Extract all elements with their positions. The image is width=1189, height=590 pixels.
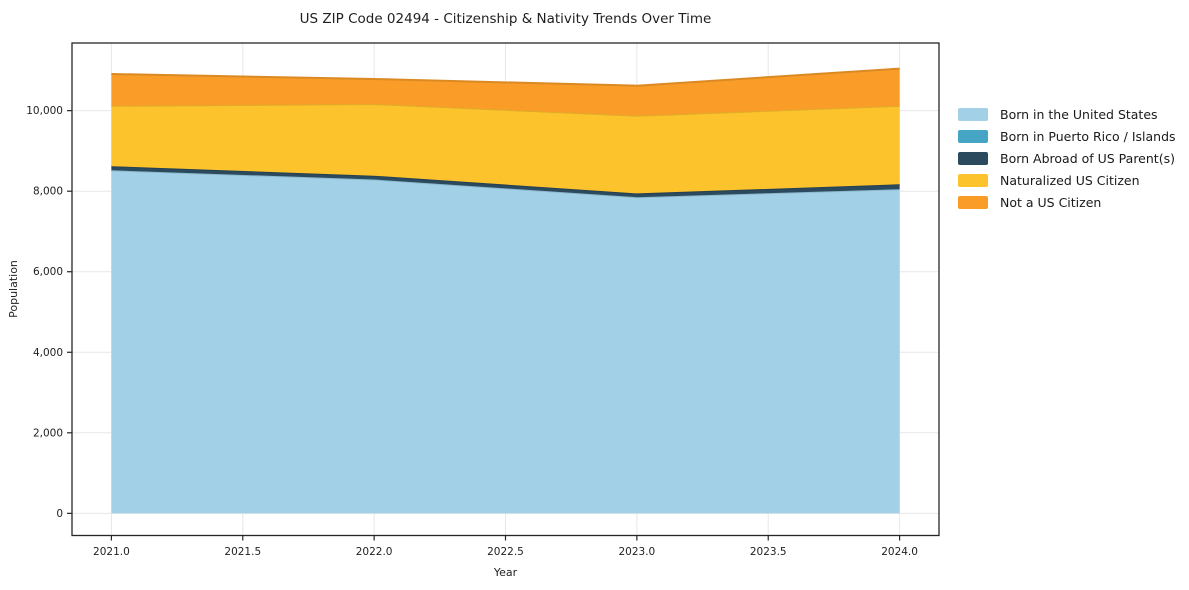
y-tick-label: 0	[56, 508, 63, 520]
legend-item: Naturalized US Citizen	[958, 169, 1176, 191]
legend-item: Born in the United States	[958, 103, 1176, 125]
area-born-in-the-united-states	[111, 170, 900, 514]
legend-swatch-born-in-us	[958, 107, 988, 121]
area-edge-not-a-us-citizen	[111, 67, 900, 87]
area-not-a-us-citizen	[111, 68, 900, 116]
plot-layers: 0 2,000 4,000 6,000 8,000 10,000 2021.0 2021.5 2…	[26, 42, 940, 558]
legend-label: Born in Puerto Rico / Islands	[1000, 128, 1176, 144]
legend-item: Not a US Citizen	[958, 191, 1176, 213]
y-tick-label: 6,000	[33, 266, 63, 278]
legend-item: Born Abroad of US Parent(s)	[958, 147, 1176, 169]
legend-swatch-born-abroad	[958, 151, 988, 165]
y-tick-label: 2,000	[33, 427, 63, 439]
x-tick-label: 2022.0	[356, 546, 393, 558]
y-tick-label: 4,000	[33, 347, 63, 359]
x-tick-label: 2024.0	[881, 546, 918, 558]
y-axis-label: Population	[7, 260, 20, 318]
legend-swatch-not-citizen	[958, 195, 988, 209]
x-tick-label: 2023.0	[618, 546, 655, 558]
x-tick-label: 2023.5	[750, 546, 787, 558]
x-tick-label: 2021.5	[224, 546, 261, 558]
legend-swatch-puerto-rico	[958, 129, 988, 143]
chart-title: US ZIP Code 02494 - Citizenship & Nativi…	[300, 11, 712, 27]
legend-swatch-naturalized	[958, 173, 988, 187]
x-tick-label: 2021.0	[93, 546, 130, 558]
y-tick-label: 10,000	[26, 105, 63, 117]
x-axis-label: Year	[493, 566, 518, 579]
legend-label: Born in the United States	[1000, 106, 1158, 122]
x-tick-label: 2022.5	[487, 546, 524, 558]
legend-label: Born Abroad of US Parent(s)	[1000, 150, 1175, 166]
legend-label: Naturalized US Citizen	[1000, 172, 1140, 188]
legend: Born in the United States Born in Puerto…	[958, 103, 1176, 213]
y-tick-label: 8,000	[33, 186, 63, 198]
area-naturalized-us-citizen	[111, 104, 900, 194]
legend-label: Not a US Citizen	[1000, 194, 1102, 210]
legend-item: Born in Puerto Rico / Islands	[958, 125, 1176, 147]
